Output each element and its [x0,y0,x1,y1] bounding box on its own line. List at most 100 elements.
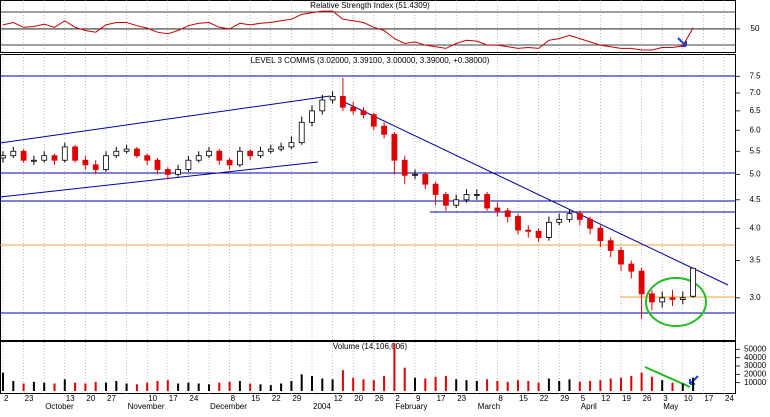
y-tick-label: 40000 [744,353,767,362]
y-tick-label: 7.5 [749,71,761,80]
candle-body [216,150,223,161]
volume-bar [125,383,128,391]
x-month-label: 2004 [313,402,331,411]
volume-bar [187,382,190,391]
x-tick-label: 23 [457,394,466,403]
x-tick-label: 15 [519,394,528,403]
volume-bar [166,380,169,391]
x-tick-label: 24 [189,394,198,403]
candle-body [607,240,614,251]
trend-line [0,95,331,144]
volume-bar [517,380,519,391]
x-tick-label: 2 [395,394,400,403]
annotations [0,37,735,388]
volume-bar [341,370,344,391]
candle-body [20,150,27,161]
candle-body [535,230,542,238]
candle-body [546,221,552,238]
x-tick-label: 15 [251,394,260,403]
x-tick-label: 10 [148,394,157,403]
x-month-label: February [395,402,427,411]
candle-body [597,227,604,242]
volume-bar [105,382,107,391]
candle-body [288,142,295,148]
candle-body [267,148,274,152]
volume-bar [589,381,592,391]
x-tick-label: 9 [416,394,421,403]
x-tick-label: 8 [231,394,236,403]
candle-body [679,297,686,300]
volume-bar [208,384,210,391]
candle-body [123,148,130,152]
volume-bar [2,372,4,391]
x-tick-label: 17 [704,394,713,403]
highlight-ellipse [645,277,707,327]
volume-bar [671,382,674,391]
candle-body [154,159,161,170]
volume-bar [135,384,138,391]
y-tick-label: 4.5 [749,195,761,204]
rsi-line [2,10,694,51]
x-tick-label: 26 [375,394,384,403]
candle-body [0,155,6,159]
volume-bar [393,343,396,391]
candle-body [381,125,388,135]
x-tick-label: 17 [169,394,178,403]
x-tick-label: 26 [643,394,652,403]
x-tick-label: 19 [622,394,631,403]
volume-bar [269,385,272,391]
volume-panel [0,341,736,394]
volume-bar [414,377,416,391]
candle-body [484,194,491,209]
candle-body [453,199,460,206]
candle-body [206,150,212,157]
candle-body [638,270,645,295]
y-tick-label: 3.5 [749,256,761,265]
candle-body [195,155,202,161]
volume-bar [578,381,581,391]
candle-body [257,150,264,157]
volume-bar [455,379,458,391]
rsi-panel [0,0,736,53]
x-tick-label: 17 [437,394,446,403]
y-tick-label: 7.0 [749,88,761,97]
candle-body [103,155,109,170]
candle-body [133,148,140,157]
candle-body [473,194,480,196]
volume-bar [681,383,684,391]
x-tick-label: 27 [107,394,116,403]
volume-bar [352,377,355,391]
volume-bar [156,381,159,391]
candle-body [576,213,583,220]
candle-body [525,229,532,232]
candle-body [515,216,521,231]
volume-bar [32,381,35,391]
x-tick-label: 10 [684,394,693,403]
candle-body [401,159,408,176]
volume-bar [311,376,313,391]
y-tick-label: 6.0 [749,125,761,134]
y-tick-label: 50 [751,24,760,33]
candle-body [113,150,120,157]
volume-bar [692,377,695,391]
candle-body [669,297,676,300]
x-tick-label: 20 [86,394,95,403]
x-tick-label: 12 [334,394,343,403]
x-tick-label: 29 [560,394,569,403]
rsi-title: Relative Strength Index (51.4309) [310,1,430,10]
candle-body [350,106,357,112]
volume-bar [475,381,478,391]
candle-body [422,173,429,185]
candle-body [690,267,696,297]
candle-body [298,121,305,144]
candle-body [339,96,346,108]
candle-body [463,194,470,201]
x-month-label: May [663,402,678,411]
x-month-label: December [210,402,247,411]
candle-body [618,250,624,265]
x-tick-label: 12 [601,394,610,403]
price-panel [0,54,736,341]
volume-bar [218,382,221,391]
volume-bar [650,376,653,391]
